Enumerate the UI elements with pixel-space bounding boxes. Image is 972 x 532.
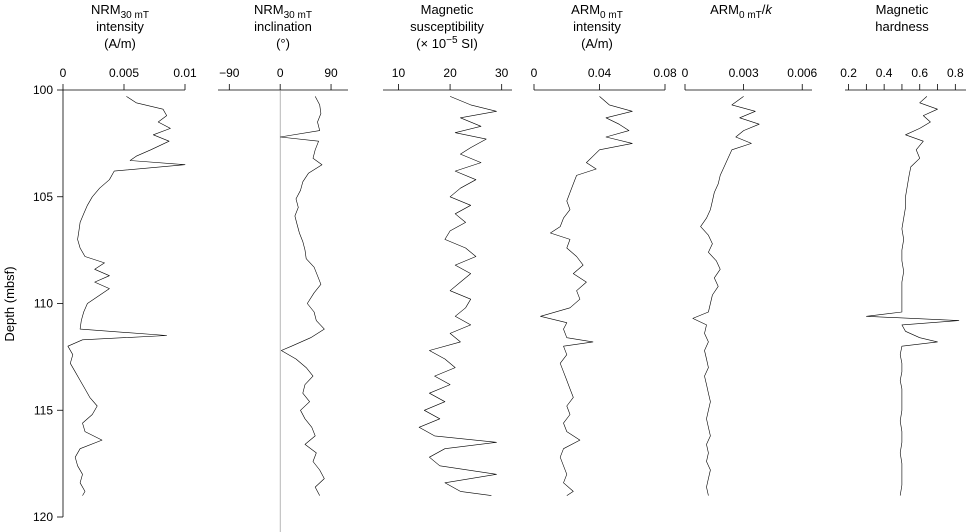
panel-title-line: Magnetic (876, 2, 929, 17)
panel-tick-label: 0.08 (653, 66, 677, 80)
panel-title-text: (A/m) (581, 36, 613, 51)
panel-title-line: hardness (875, 19, 929, 34)
depth-axis-label: Depth (mbsf) (2, 266, 17, 341)
panel-title-text: (°) (276, 36, 290, 51)
panel-tick-label: 0.006 (787, 66, 817, 80)
panel-title-suffix: / (762, 2, 766, 17)
panel-tick-label: 0.04 (588, 66, 612, 80)
panel-title-line: inclination (254, 19, 312, 34)
panel-title-text: ARM (571, 2, 600, 17)
panel-title-superscript: −5 (446, 35, 458, 46)
panel-title-text: inclination (254, 19, 312, 34)
depth-tick-label: 100 (33, 83, 53, 97)
panel-title-italic: k (765, 2, 773, 17)
panel-tick-label: 0.8 (947, 66, 964, 80)
panel-title-text: NRM (91, 2, 121, 17)
depth-tick-label: 115 (34, 403, 53, 417)
panel-title-subscript: 0 mT (600, 10, 623, 21)
depth-tick-label: 120 (33, 510, 53, 524)
panel-title-text: ARM (710, 2, 739, 17)
panel-title-subscript: 30 mT (284, 10, 312, 21)
panel-title-line: ARM0 mT/k (710, 2, 773, 21)
panel-title-line: susceptibility (410, 19, 484, 34)
depth-tick-label: 110 (34, 297, 53, 311)
panel-tick-label: 0 (682, 66, 689, 80)
panel-tick-label: 90 (324, 66, 338, 80)
panel-tick-label: −90 (219, 66, 240, 80)
panel-title-line: (°) (276, 36, 290, 51)
panel-trace (866, 96, 960, 496)
panel-trace (540, 96, 633, 496)
panel-title-text: (× 10 (416, 36, 446, 51)
panel-tick-label: 30 (495, 66, 509, 80)
panel-trace (418, 96, 497, 496)
panel-title-text: Magnetic (421, 2, 474, 17)
panel-title-line: (A/m) (581, 36, 613, 51)
panel-title-line: ARM0 mT (571, 2, 623, 21)
panel-arm-k: ARM0 mT/k 0 0.003 0.006 (682, 2, 818, 496)
panel-trace (67, 96, 186, 496)
panel-tick-label: 0 (531, 66, 538, 80)
depth-tick-label: 105 (33, 190, 53, 204)
depth-ticks: 100 105 110 115 120 (33, 83, 63, 524)
panel-trace (279, 96, 325, 496)
panel-title-text: hardness (875, 19, 929, 34)
panel-tick-label: 0.01 (173, 66, 197, 80)
panel-trace (692, 96, 760, 496)
panel-title-line: intensity (573, 19, 621, 34)
panel-tick-label: 0 (60, 66, 67, 80)
depth-axis: Depth (mbsf) 100 105 110 115 120 (2, 83, 64, 524)
panel-title-text: intensity (573, 19, 621, 34)
panel-title-text: intensity (96, 19, 144, 34)
panel-title-subscript: 0 mT (739, 10, 762, 21)
panel-title-line: NRM30 mT (254, 2, 312, 21)
panel-title-line: (× 10−5 SI) (416, 35, 478, 51)
panel-title-text: susceptibility (410, 19, 484, 34)
panel-tick-label: 0.6 (911, 66, 928, 80)
panel-tick-label: 0.4 (876, 66, 893, 80)
panel-tick-label: 0.005 (109, 66, 139, 80)
panel-title-text: (A/m) (104, 36, 136, 51)
panel-title-line: NRM30 mT (91, 2, 149, 21)
panel-title-line: (A/m) (104, 36, 136, 51)
panel-title-text: NRM (254, 2, 284, 17)
panel-title-suffix: SI) (458, 36, 478, 51)
panel-tick-label: 0.2 (840, 66, 857, 80)
panel-tick-label: 0 (277, 66, 284, 80)
panel-title-line: intensity (96, 19, 144, 34)
panel-title-text: Magnetic (876, 2, 929, 17)
panel-tick-label: 0.003 (729, 66, 759, 80)
panel-tick-label: 20 (443, 66, 457, 80)
panel-tick-label: 10 (392, 66, 406, 80)
panel-hard: Magnetic hardness 0.2 0.4 0.6 0.8 (840, 2, 966, 496)
panel-title-line: Magnetic (421, 2, 474, 17)
panel-title-subscript: 30 mT (121, 10, 149, 21)
